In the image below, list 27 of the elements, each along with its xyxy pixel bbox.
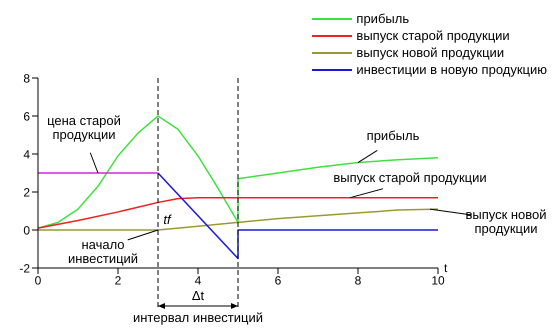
line-series [38,208,438,231]
y-tick-label: 8 [23,71,30,86]
x-tick-label: 10 [431,274,445,288]
annotation: цена старой продукции [46,112,122,144]
annotation: прибыль [366,126,420,145]
x-tick-label: 0 [34,274,42,288]
y-tick-label: 0 [23,223,30,238]
legend-label: инвестиции в новую продукцию [356,61,547,78]
x-tick-label: 6 [274,274,282,288]
y-tick-label: 6 [23,109,30,124]
legend-label: прибыль [356,10,410,27]
x-tick-label: 8 [354,274,362,288]
x-tick-label: 4 [194,274,202,288]
text: интервал инвестиций [132,310,264,325]
y-tick-label: 2 [23,185,30,200]
legend-label: выпуск новой продукции [356,44,504,61]
x-tick-label: 2 [114,274,122,288]
legend-label: выпуск старой продукции [356,27,510,44]
x-axis-title: t [444,261,448,275]
annotation: выпуск старой продукции [332,168,488,187]
y-tick-label: 4 [23,147,30,162]
text: Δt [190,288,206,303]
annotation: tf [162,211,173,229]
annotation: выпуск новой продукции [464,206,548,238]
annotation: начало инвестиций [66,236,140,268]
line-series [38,196,438,229]
y-tick-label: -2 [19,261,30,276]
